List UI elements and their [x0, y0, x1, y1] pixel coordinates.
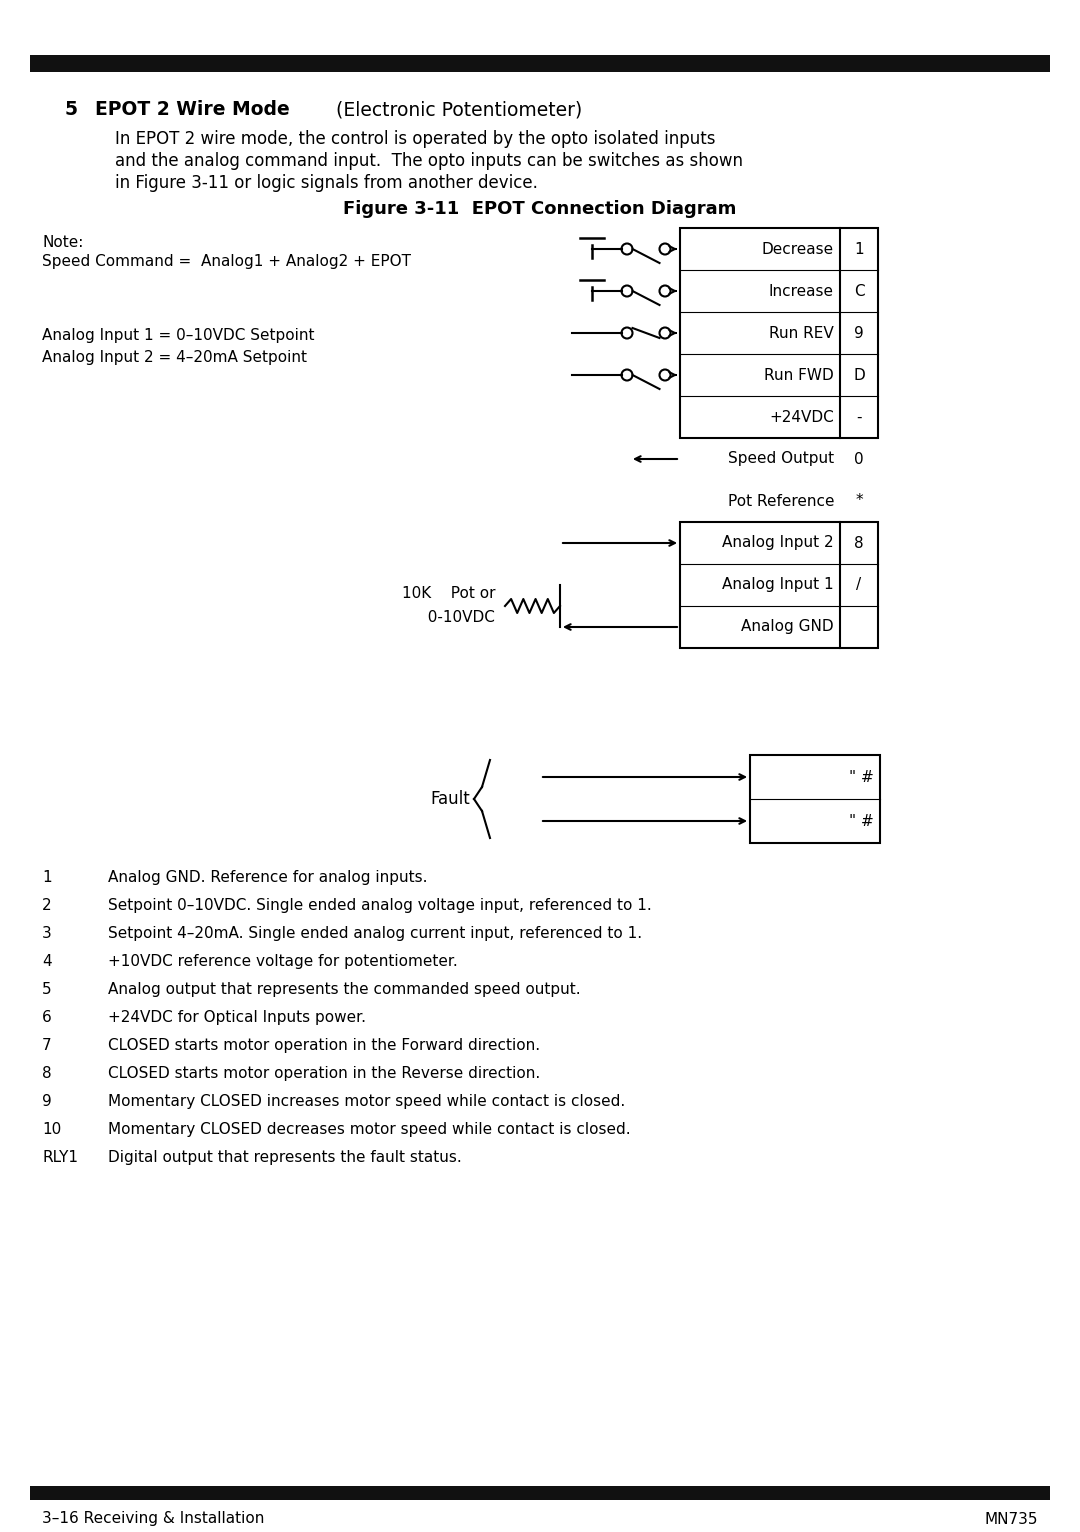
Text: CLOSED starts motor operation in the Forward direction.: CLOSED starts motor operation in the For… — [108, 1039, 540, 1052]
Text: 2: 2 — [42, 898, 52, 913]
Text: Note:: Note: — [42, 234, 83, 250]
Text: Analog output that represents the commanded speed output.: Analog output that represents the comman… — [108, 982, 581, 997]
Text: 0: 0 — [854, 452, 864, 467]
Text: 9: 9 — [854, 325, 864, 340]
Text: Run FWD: Run FWD — [765, 368, 834, 383]
Bar — [680, 522, 878, 648]
Text: in Figure 3-11 or logic signals from another device.: in Figure 3-11 or logic signals from ano… — [114, 175, 538, 192]
Bar — [30, 55, 1050, 72]
Text: Setpoint 4–20mA. Single ended analog current input, referenced to 1.: Setpoint 4–20mA. Single ended analog cur… — [108, 925, 643, 941]
Text: +10VDC reference voltage for potentiometer.: +10VDC reference voltage for potentiomet… — [108, 954, 458, 970]
Text: 7: 7 — [42, 1039, 52, 1052]
Text: /: / — [856, 578, 862, 593]
Text: RLY1: RLY1 — [42, 1151, 78, 1164]
Text: +24VDC: +24VDC — [769, 409, 834, 424]
Text: Analog Input 1 = 0–10VDC Setpoint: Analog Input 1 = 0–10VDC Setpoint — [42, 328, 314, 343]
Text: In EPOT 2 wire mode, the control is operated by the opto isolated inputs: In EPOT 2 wire mode, the control is oper… — [114, 130, 715, 149]
Text: Speed Command =  Analog1 + Analog2 + EPOT: Speed Command = Analog1 + Analog2 + EPOT — [42, 254, 411, 270]
Text: " #: " # — [849, 813, 874, 829]
Text: Increase: Increase — [769, 283, 834, 299]
Text: 3: 3 — [42, 925, 52, 941]
Text: Analog Input 1: Analog Input 1 — [723, 578, 834, 593]
Text: Fault: Fault — [430, 791, 470, 807]
Text: *: * — [855, 493, 863, 509]
Text: D: D — [853, 368, 865, 383]
Bar — [30, 1486, 1050, 1500]
Text: Digital output that represents the fault status.: Digital output that represents the fault… — [108, 1151, 462, 1164]
Bar — [680, 228, 878, 438]
Text: Analog Input 2 = 4–20mA Setpoint: Analog Input 2 = 4–20mA Setpoint — [42, 349, 307, 365]
Text: Figure 3-11  EPOT Connection Diagram: Figure 3-11 EPOT Connection Diagram — [343, 201, 737, 218]
Text: Analog Input 2: Analog Input 2 — [723, 536, 834, 550]
Text: CLOSED starts motor operation in the Reverse direction.: CLOSED starts motor operation in the Rev… — [108, 1066, 540, 1082]
Text: 4: 4 — [42, 954, 52, 970]
Text: 8: 8 — [42, 1066, 52, 1082]
Text: 1: 1 — [42, 870, 52, 885]
Text: 9: 9 — [42, 1094, 52, 1109]
Text: Momentary CLOSED decreases motor speed while contact is closed.: Momentary CLOSED decreases motor speed w… — [108, 1121, 631, 1137]
Text: +24VDC for Optical Inputs power.: +24VDC for Optical Inputs power. — [108, 1010, 366, 1025]
Text: Momentary CLOSED increases motor speed while contact is closed.: Momentary CLOSED increases motor speed w… — [108, 1094, 625, 1109]
Text: Run REV: Run REV — [769, 325, 834, 340]
Text: 5: 5 — [42, 982, 52, 997]
Text: 6: 6 — [42, 1010, 52, 1025]
Text: " #: " # — [849, 769, 874, 784]
Text: 5: 5 — [65, 100, 78, 119]
Text: -: - — [856, 409, 862, 424]
Text: Decrease: Decrease — [761, 242, 834, 256]
Text: 10: 10 — [42, 1121, 62, 1137]
Text: 3–16 Receiving & Installation: 3–16 Receiving & Installation — [42, 1512, 265, 1526]
Text: 8: 8 — [854, 536, 864, 550]
Text: 10K    Pot or: 10K Pot or — [402, 587, 495, 602]
Bar — [750, 755, 880, 843]
Text: Pot Reference: Pot Reference — [728, 493, 834, 509]
Text: and the analog command input.  The opto inputs can be switches as shown: and the analog command input. The opto i… — [114, 152, 743, 170]
Text: 1: 1 — [854, 242, 864, 256]
Text: MN735: MN735 — [985, 1512, 1038, 1526]
Text: 0-10VDC: 0-10VDC — [418, 610, 495, 625]
Text: Analog GND. Reference for analog inputs.: Analog GND. Reference for analog inputs. — [108, 870, 428, 885]
Text: (Electronic Potentiometer): (Electronic Potentiometer) — [330, 100, 582, 119]
Text: Speed Output: Speed Output — [728, 452, 834, 467]
Text: Analog GND: Analog GND — [741, 619, 834, 634]
Text: Setpoint 0–10VDC. Single ended analog voltage input, referenced to 1.: Setpoint 0–10VDC. Single ended analog vo… — [108, 898, 651, 913]
Text: EPOT 2 Wire Mode: EPOT 2 Wire Mode — [95, 100, 289, 119]
Text: C: C — [853, 283, 864, 299]
